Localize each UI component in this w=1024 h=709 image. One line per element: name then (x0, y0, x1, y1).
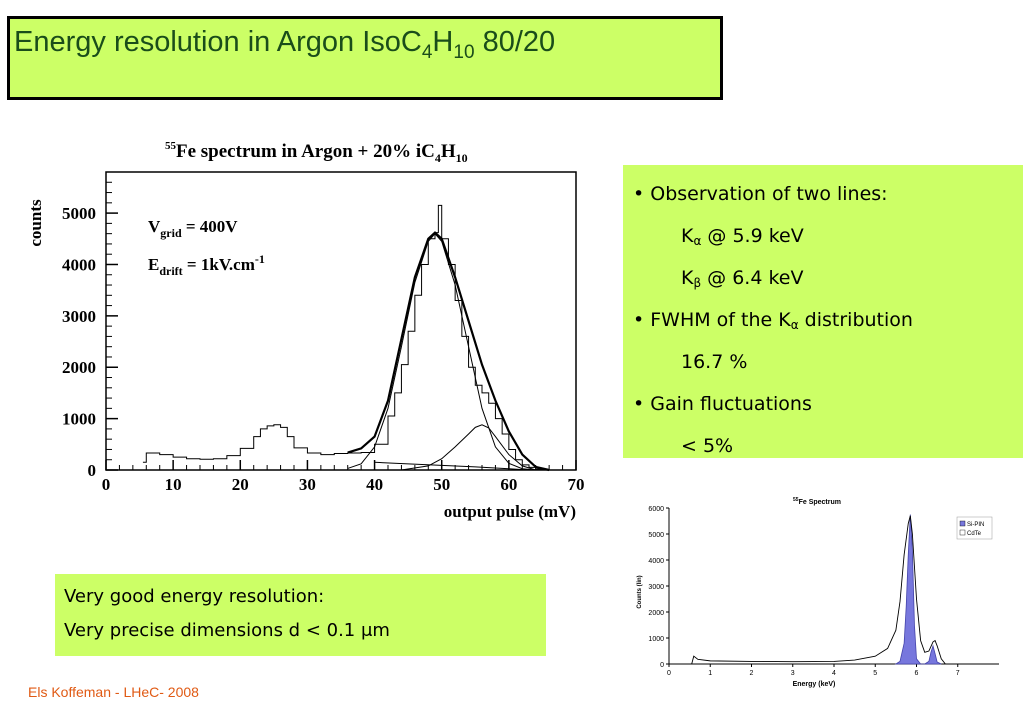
legend-label-si-pin: Si-PIN (967, 522, 984, 528)
y-tick-label: 4000 (62, 255, 96, 274)
slide-title: Energy resolution in Argon IsoC4H10 80/2… (14, 26, 556, 63)
x-tick-label: 7 (956, 670, 960, 677)
x-tick-label: 70 (568, 475, 585, 494)
bullet-gain: • Gain fluctuations (633, 393, 812, 415)
bullet-fwhm: • FWHM of the Kα distribution (633, 309, 913, 332)
plot-frame (105, 171, 577, 471)
y-tick-label: 2000 (62, 358, 96, 377)
gain-value: < 5% (681, 435, 734, 457)
chart-title: 55Fe spectrum in Argon + 20% iC4H10 (165, 140, 468, 165)
fe-spectrum-chart: 0 10 20 30 40 50 60 70 0 1000 2000 3000 4000 5000 55Fe… (26, 140, 585, 521)
chart2-background (627, 492, 1007, 692)
title-box (7, 16, 723, 100)
series-kbeta_fit (401, 424, 536, 471)
series-histogram (142, 204, 550, 471)
x-tick-label: 5 (873, 670, 877, 677)
series-background (374, 461, 530, 471)
x-tick-label: 2 (750, 670, 754, 677)
x-tick-label: 4 (832, 670, 836, 677)
x-tick-label: 0 (667, 670, 671, 677)
legend-swatch-cdte (959, 529, 966, 536)
x-axis-label: output pulse (mV) (444, 502, 576, 521)
si-pin-cdte-chart: 0 1000 2000 3000 4000 5000 6000 0 1 2 3 4 5 6 7 55Fe Sp… (627, 492, 1007, 692)
observations-box: • Observation of two lines: Kα @ 5.9 keV… (623, 165, 1023, 458)
annotation-vgrid: Vgrid = 400V (148, 217, 238, 240)
x-tick-label: 10 (165, 475, 182, 494)
y-tick-label: 0 (660, 662, 664, 669)
kbeta-line: Kβ @ 6.4 keV (681, 267, 804, 290)
x-tick-label: 40 (366, 475, 383, 494)
bullet-observation: • Observation of two lines: (633, 183, 888, 205)
fwhm-value: 16.7 % (681, 351, 748, 373)
x-tick-label: 50 (433, 475, 450, 494)
x-tick-label: 1 (708, 670, 712, 677)
x-tick-label: 3 (791, 670, 795, 677)
summary-line-2: Very precise dimensions d < 0.1 μm (64, 620, 390, 641)
y-tick-label: 2000 (648, 610, 664, 617)
y-tick-label: 3000 (648, 584, 664, 591)
y-tick-label: 0 (88, 461, 97, 480)
kalpha-line: Kα @ 5.9 keV (681, 225, 804, 248)
y-tick-label: 1000 (62, 410, 96, 429)
x-tick-label: 0 (102, 475, 111, 494)
footer-credit: Els Koffeman - LHeC- 2008 (28, 684, 199, 700)
x-tick-label: 30 (299, 475, 316, 494)
y-axis-label: Counts (lin) (637, 575, 643, 608)
series-si-pin (894, 514, 942, 665)
legend-label-cdte: CdTe (967, 531, 982, 537)
x-tick-label: 60 (500, 475, 517, 494)
series-kalpha_fit (347, 232, 536, 471)
legend-box (956, 516, 993, 540)
annotation-edrift: Edrift = 1kV.cm-1 (148, 252, 265, 278)
y-tick-label: 3000 (62, 307, 96, 326)
y-tick-label: 5000 (62, 204, 96, 223)
y-tick-label: 1000 (648, 636, 664, 643)
series-cdte (691, 515, 946, 665)
chart2-title: 55Fe Spectrum (793, 497, 841, 506)
summary-line-1: Very good energy resolution: (64, 586, 325, 607)
summary-box: Very good energy resolution: Very precis… (55, 574, 546, 656)
legend-swatch-si-pin (959, 520, 966, 527)
x-tick-label: 6 (915, 670, 919, 677)
y-tick-label: 4000 (648, 558, 664, 565)
series-total_fit (347, 231, 550, 472)
y-axis-label: counts (26, 199, 45, 247)
y-tick-label: 6000 (648, 506, 664, 513)
y-tick-label: 5000 (648, 532, 664, 539)
x-axis-label: Energy (keV) (793, 681, 836, 688)
x-tick-label: 20 (232, 475, 249, 494)
